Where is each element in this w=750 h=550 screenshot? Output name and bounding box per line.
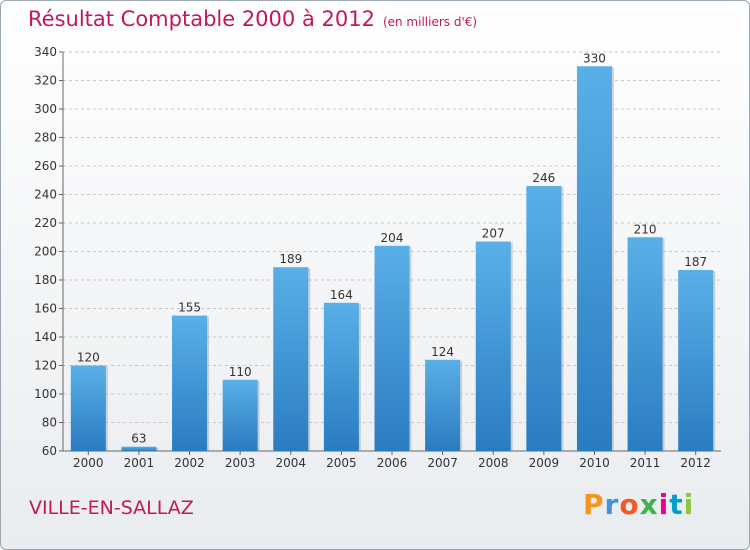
title-text: Résultat Comptable 2000 à 2012 bbox=[28, 7, 375, 31]
x-tick-label: 2010 bbox=[579, 456, 610, 470]
y-tick-label: 320 bbox=[34, 74, 57, 88]
x-tick-label: 2000 bbox=[73, 456, 104, 470]
x-tick-label: 2008 bbox=[478, 456, 509, 470]
bar-2011 bbox=[627, 237, 663, 451]
bar-2000 bbox=[70, 365, 106, 451]
y-tick-label: 260 bbox=[34, 159, 57, 173]
bar-2008 bbox=[475, 241, 511, 451]
bar-2002 bbox=[172, 315, 208, 451]
y-tick-label: 240 bbox=[34, 188, 57, 202]
y-tick-label: 180 bbox=[34, 273, 57, 287]
town-name: VILLE-EN-SALLAZ bbox=[29, 497, 194, 519]
bar-value-label: 330 bbox=[583, 51, 606, 65]
logo-letter: o bbox=[619, 488, 640, 521]
x-tick-label: 2004 bbox=[275, 456, 306, 470]
bar-value-label: 155 bbox=[178, 301, 201, 315]
y-tick-label: 120 bbox=[34, 359, 57, 373]
bar-value-label: 63 bbox=[131, 432, 146, 446]
x-tick-label: 2012 bbox=[680, 456, 711, 470]
bar-value-label: 124 bbox=[431, 345, 454, 359]
logo-letter: i bbox=[683, 488, 695, 521]
logo-letter: P bbox=[583, 488, 605, 521]
y-tick-label: 100 bbox=[34, 387, 57, 401]
bar-2005 bbox=[323, 302, 359, 451]
bar-value-label: 120 bbox=[77, 351, 100, 365]
x-tick-label: 2007 bbox=[427, 456, 458, 470]
bar-2010 bbox=[576, 66, 612, 451]
x-tick-label: 2009 bbox=[529, 456, 560, 470]
x-tick-label: 2003 bbox=[225, 456, 256, 470]
x-tick-label: 2005 bbox=[326, 456, 357, 470]
y-tick-label: 280 bbox=[34, 131, 57, 145]
bar-2004 bbox=[273, 267, 309, 451]
logo-letter: t bbox=[669, 488, 684, 521]
y-tick-label: 340 bbox=[34, 45, 57, 59]
bar-value-label: 187 bbox=[684, 255, 707, 269]
bar-2001 bbox=[121, 446, 157, 451]
bar-2007 bbox=[425, 359, 461, 451]
y-tick-label: 160 bbox=[34, 302, 57, 316]
proxiti-logo: Proxiti bbox=[583, 488, 694, 521]
y-tick-label: 140 bbox=[34, 330, 57, 344]
y-tick-label: 300 bbox=[34, 102, 57, 116]
x-tick-label: 2001 bbox=[124, 456, 155, 470]
bar-value-label: 189 bbox=[279, 252, 302, 266]
bar-2006 bbox=[374, 245, 410, 451]
bar-value-label: 207 bbox=[482, 227, 505, 241]
bar-2012 bbox=[678, 270, 714, 451]
bar-2009 bbox=[526, 185, 562, 451]
bar-value-label: 210 bbox=[634, 222, 657, 236]
bar-value-label: 110 bbox=[229, 365, 252, 379]
y-tick-label: 80 bbox=[42, 416, 57, 430]
bar-value-label: 204 bbox=[381, 231, 404, 245]
y-tick-label: 60 bbox=[42, 444, 57, 458]
x-tick-label: 2011 bbox=[630, 456, 661, 470]
logo-letter: i bbox=[658, 488, 670, 521]
x-tick-label: 2002 bbox=[174, 456, 205, 470]
y-tick-label: 200 bbox=[34, 245, 57, 259]
logo-letter: r bbox=[604, 488, 620, 521]
chart-title: Résultat Comptable 2000 à 2012 (en millie… bbox=[28, 7, 477, 31]
bar-value-label: 246 bbox=[532, 171, 555, 185]
bar-value-label: 164 bbox=[330, 288, 353, 302]
x-tick-label: 2006 bbox=[377, 456, 408, 470]
bar-2003 bbox=[222, 379, 258, 451]
chart-subtitle: (en milliers d'€) bbox=[382, 15, 478, 29]
logo-letter: x bbox=[639, 488, 659, 521]
y-tick-label: 220 bbox=[34, 216, 57, 230]
